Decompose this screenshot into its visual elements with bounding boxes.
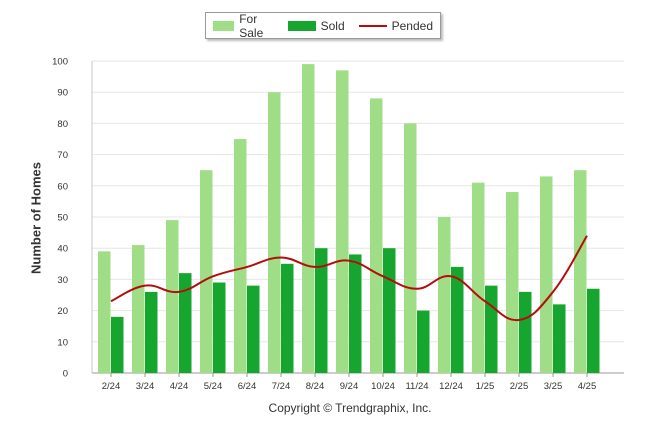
bar-sold — [179, 273, 192, 373]
legend-swatch-sold — [287, 20, 316, 31]
bar-for-sale — [540, 176, 553, 373]
x-tick-label: 4/25 — [578, 381, 597, 392]
bar-for-sale — [438, 217, 451, 373]
x-tick-label: 10/24 — [371, 381, 395, 392]
x-tick-label: 11/24 — [405, 381, 428, 392]
bar-sold — [213, 282, 226, 373]
bar-for-sale — [302, 64, 315, 374]
x-tick-label: 1/25 — [476, 381, 495, 392]
x-tick-label: 12/24 — [439, 381, 463, 392]
bar-sold — [383, 248, 396, 373]
copyright-text: Copyright © Trendgraphix, Inc. — [268, 401, 432, 415]
y-tick-label: 50 — [57, 213, 68, 224]
y-tick-label: 90 — [57, 88, 68, 99]
x-tick-label: 6/24 — [238, 381, 257, 392]
x-tick-label: 7/24 — [272, 381, 291, 392]
bar-for-sale — [404, 123, 417, 374]
bar-for-sale — [234, 139, 247, 373]
x-tick-label: 5/24 — [204, 381, 223, 392]
bar-sold — [519, 291, 532, 373]
bar-for-sale — [336, 70, 349, 374]
y-tick-label: 0 — [63, 369, 68, 380]
y-tick-label: 60 — [57, 181, 68, 192]
legend-item-sold[interactable]: Sold — [287, 18, 345, 33]
bar-for-sale — [268, 92, 281, 373]
legend: For Sale Sold Pended — [205, 12, 441, 40]
y-tick-label: 40 — [57, 244, 68, 255]
y-tick-label: 10 — [57, 337, 68, 348]
x-tick-label: 3/25 — [544, 381, 563, 392]
legend-item-for-sale[interactable]: For Sale — [213, 12, 274, 40]
legend-item-pended[interactable]: Pended — [358, 18, 433, 33]
x-tick-label: 2/24 — [102, 381, 121, 392]
legend-label-sold: Sold — [320, 18, 345, 33]
bar-sold — [315, 248, 328, 373]
bar-for-sale — [370, 98, 383, 373]
bar-sold — [587, 288, 600, 373]
x-tick-label: 3/24 — [136, 381, 155, 392]
bar-for-sale — [574, 170, 587, 373]
legend-label-for-sale: For Sale — [239, 11, 264, 40]
y-tick-label: 20 — [57, 306, 68, 317]
x-tick-label: 8/24 — [306, 381, 325, 392]
bar-for-sale — [200, 170, 213, 373]
y-tick-label: 70 — [57, 150, 68, 161]
legend-swatch-pended — [358, 24, 387, 27]
bar-for-sale — [166, 220, 179, 373]
legend-label-pended: Pended — [391, 18, 433, 33]
bar-sold — [417, 310, 430, 373]
bar-sold — [451, 266, 464, 373]
legend-swatch-for-sale — [213, 20, 235, 31]
bar-for-sale — [98, 251, 111, 373]
bar-sold — [349, 254, 362, 373]
bar-sold — [553, 304, 566, 373]
x-tick-label: 9/24 — [340, 381, 359, 392]
bar-sold — [247, 285, 260, 373]
x-tick-label: 4/24 — [170, 381, 189, 392]
y-tick-label: 30 — [57, 275, 68, 286]
line-pended — [110, 235, 588, 322]
bar-sold — [111, 316, 124, 373]
bar-for-sale — [132, 245, 145, 373]
bar-sold — [145, 291, 158, 373]
bar-for-sale — [472, 182, 485, 373]
y-tick-label: 80 — [57, 119, 68, 130]
bar-sold — [281, 263, 294, 373]
y-axis-label: Number of Homes — [28, 162, 44, 274]
y-tick-label: 100 — [52, 57, 68, 68]
bar-for-sale — [506, 192, 519, 373]
x-tick-label: 2/25 — [510, 381, 529, 392]
bar-sold — [485, 285, 498, 373]
